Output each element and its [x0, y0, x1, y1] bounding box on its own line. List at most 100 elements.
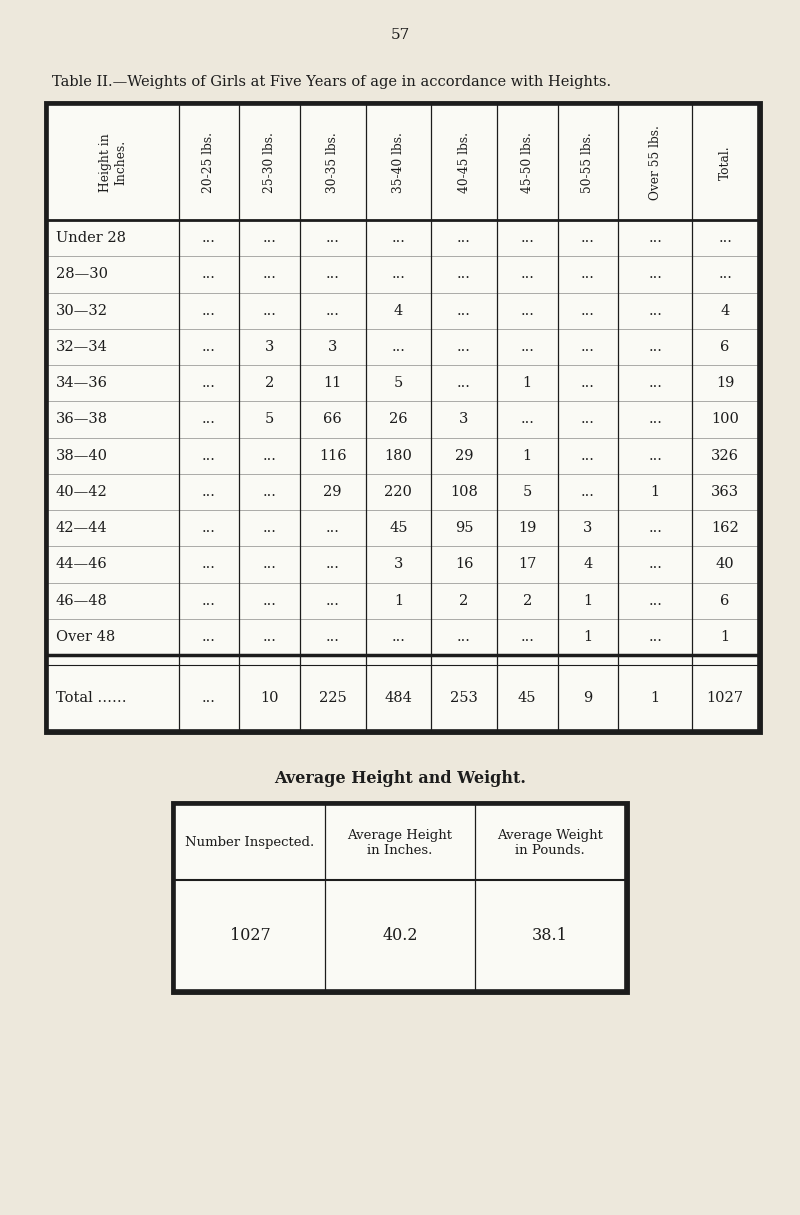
Text: 17: 17	[518, 558, 537, 571]
Text: ...: ...	[520, 629, 534, 644]
Text: 3: 3	[394, 558, 403, 571]
Text: 6: 6	[721, 340, 730, 354]
Text: ...: ...	[262, 629, 277, 644]
Text: ...: ...	[520, 412, 534, 426]
Text: ...: ...	[391, 340, 406, 354]
Text: ...: ...	[391, 267, 406, 282]
Text: 38.1: 38.1	[532, 927, 568, 944]
Text: Total ……: Total ……	[56, 690, 126, 705]
Text: 44—46: 44—46	[56, 558, 108, 571]
Text: 1: 1	[522, 448, 532, 463]
Text: ...: ...	[202, 629, 216, 644]
Text: ...: ...	[202, 267, 216, 282]
Text: ...: ...	[648, 558, 662, 571]
Text: ...: ...	[581, 448, 595, 463]
Text: 19: 19	[518, 521, 537, 535]
Text: 45: 45	[518, 690, 537, 705]
Text: ...: ...	[202, 558, 216, 571]
Text: ...: ...	[391, 231, 406, 245]
Text: 2: 2	[459, 594, 469, 608]
Text: ...: ...	[326, 558, 340, 571]
Text: 30—32: 30—32	[56, 304, 108, 317]
Bar	[175, 806, 625, 990]
Bar	[46, 103, 760, 731]
Text: ...: ...	[581, 304, 595, 317]
Text: ...: ...	[262, 521, 277, 535]
Text: 4: 4	[394, 304, 403, 317]
Text: ...: ...	[648, 594, 662, 608]
Text: 1: 1	[522, 377, 532, 390]
Text: Over 55 lbs.: Over 55 lbs.	[649, 125, 662, 200]
Text: 1027: 1027	[706, 690, 744, 705]
Text: 3: 3	[265, 340, 274, 354]
Text: 220: 220	[385, 485, 412, 499]
Text: 6: 6	[721, 594, 730, 608]
Bar	[173, 803, 627, 991]
Text: ...: ...	[262, 558, 277, 571]
Text: 45: 45	[389, 521, 408, 535]
Text: ...: ...	[648, 629, 662, 644]
Text: 35-40 lbs.: 35-40 lbs.	[392, 132, 405, 193]
Text: 2: 2	[265, 377, 274, 390]
Text: 1: 1	[650, 690, 660, 705]
Text: ...: ...	[262, 304, 277, 317]
Text: ...: ...	[520, 267, 534, 282]
Text: 38—40: 38—40	[56, 448, 108, 463]
Text: ...: ...	[202, 521, 216, 535]
Text: 95: 95	[455, 521, 474, 535]
Text: ...: ...	[202, 304, 216, 317]
Text: ...: ...	[648, 340, 662, 354]
Text: ...: ...	[202, 690, 216, 705]
Text: 40.2: 40.2	[382, 927, 418, 944]
Text: ...: ...	[648, 521, 662, 535]
Text: ...: ...	[520, 340, 534, 354]
Text: 26: 26	[389, 412, 408, 426]
Text: ...: ...	[520, 304, 534, 317]
Text: Total.: Total.	[718, 145, 732, 180]
Text: ...: ...	[457, 304, 471, 317]
Text: 484: 484	[385, 690, 412, 705]
Text: ...: ...	[202, 485, 216, 499]
Text: ...: ...	[202, 231, 216, 245]
Text: 326: 326	[711, 448, 739, 463]
Text: 20-25 lbs.: 20-25 lbs.	[202, 132, 215, 193]
Text: ...: ...	[457, 377, 471, 390]
Text: 45-50 lbs.: 45-50 lbs.	[521, 132, 534, 193]
Text: ...: ...	[326, 521, 340, 535]
Text: ...: ...	[718, 267, 732, 282]
Text: 3: 3	[583, 521, 593, 535]
Text: 4: 4	[721, 304, 730, 317]
Text: ...: ...	[648, 448, 662, 463]
Text: 1: 1	[394, 594, 403, 608]
Text: 2: 2	[522, 594, 532, 608]
Text: ...: ...	[581, 485, 595, 499]
Text: ...: ...	[718, 231, 732, 245]
Text: ...: ...	[520, 231, 534, 245]
Text: ...: ...	[457, 267, 471, 282]
Text: ...: ...	[262, 231, 277, 245]
Text: ...: ...	[202, 594, 216, 608]
Text: 29: 29	[323, 485, 342, 499]
Text: ...: ...	[648, 304, 662, 317]
Text: 10: 10	[260, 690, 278, 705]
Text: 25-30 lbs.: 25-30 lbs.	[263, 132, 276, 193]
Text: ...: ...	[326, 231, 340, 245]
Text: Average Height and Weight.: Average Height and Weight.	[274, 770, 526, 787]
Text: 225: 225	[318, 690, 346, 705]
Text: 5: 5	[265, 412, 274, 426]
Text: ...: ...	[326, 304, 340, 317]
Text: Over 48: Over 48	[56, 629, 115, 644]
Text: 28—30: 28—30	[56, 267, 108, 282]
Text: 50-55 lbs.: 50-55 lbs.	[582, 132, 594, 193]
Text: ...: ...	[202, 412, 216, 426]
Text: 57: 57	[390, 28, 410, 43]
Text: 100: 100	[711, 412, 739, 426]
Text: 42—44: 42—44	[56, 521, 108, 535]
Text: ...: ...	[648, 267, 662, 282]
Text: 5: 5	[394, 377, 403, 390]
Text: 3: 3	[459, 412, 469, 426]
Text: 11: 11	[323, 377, 342, 390]
Text: 1: 1	[583, 629, 593, 644]
Text: 40—42: 40—42	[56, 485, 108, 499]
Text: ...: ...	[202, 340, 216, 354]
